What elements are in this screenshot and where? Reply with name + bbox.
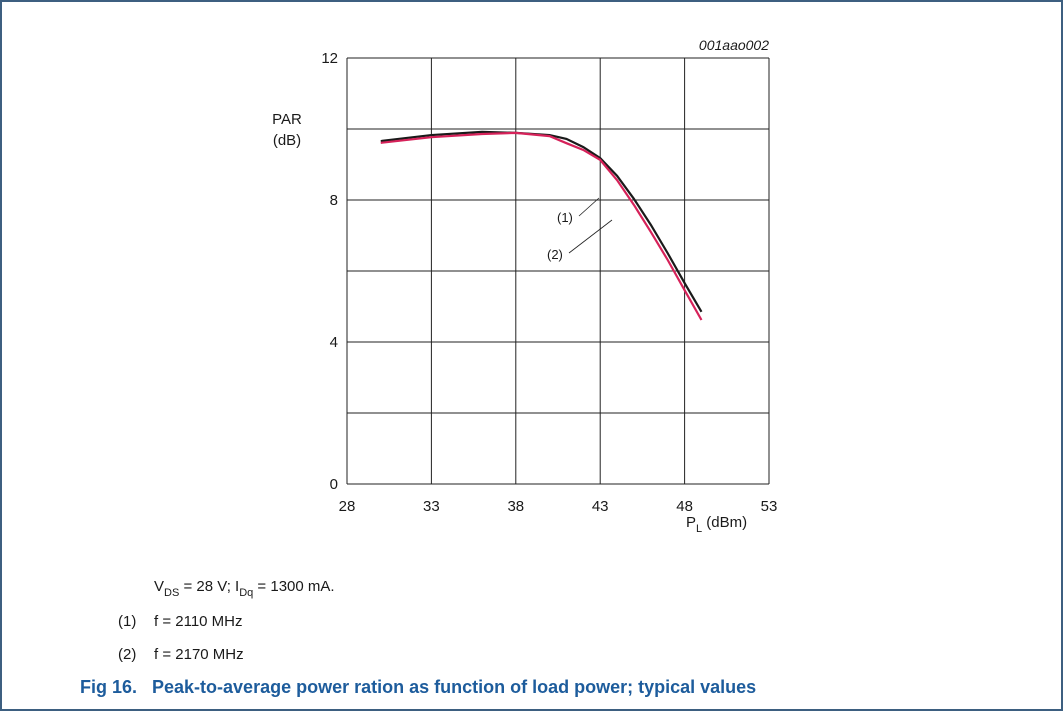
y-tick-label: 8 xyxy=(330,192,338,209)
leader-line xyxy=(568,219,613,254)
cond-part: V xyxy=(154,578,164,595)
x-label-part: P xyxy=(686,514,696,531)
leader-line xyxy=(578,197,600,217)
x-tick-label: 33 xyxy=(423,498,440,515)
y-label: PAR xyxy=(272,111,302,128)
x-tick-label: 38 xyxy=(507,498,524,515)
x-label-part: (dBm) xyxy=(702,514,747,531)
note-label: (1) xyxy=(118,613,136,630)
series-line xyxy=(380,131,703,321)
series-line xyxy=(380,130,703,313)
cond-sub: DS xyxy=(164,587,179,599)
y-tick-label: 12 xyxy=(321,50,338,67)
cond-part: = 28 V; I xyxy=(179,578,239,595)
y-label: (dB) xyxy=(273,132,301,149)
x-tick-label: 48 xyxy=(676,498,693,515)
annotation: 001aao002 xyxy=(699,37,769,53)
y-tick-label: 0 xyxy=(330,476,338,493)
cond-sub: Dq xyxy=(239,587,253,599)
x-label: PL (dBm) xyxy=(686,514,747,535)
x-label-sub: L xyxy=(696,523,702,535)
y-tick-label: 4 xyxy=(330,334,338,351)
note-label: (2) xyxy=(118,646,136,663)
x-tick-label: 43 xyxy=(592,498,609,515)
figure-title: Fig 16. Peak-to-average power ration as … xyxy=(80,677,756,697)
x-tick-label: 28 xyxy=(339,498,356,515)
x-tick-label: 53 xyxy=(761,498,778,515)
note-text: f = 2110 MHz xyxy=(154,613,243,630)
cond-part: = 1300 mA. xyxy=(253,578,334,595)
note-text: f = 2170 MHz xyxy=(154,646,244,663)
curve-label: (1) xyxy=(557,210,573,225)
curve-label: (2) xyxy=(547,247,563,262)
conditions: VDS = 28 V; IDq = 1300 mA. xyxy=(154,578,335,599)
